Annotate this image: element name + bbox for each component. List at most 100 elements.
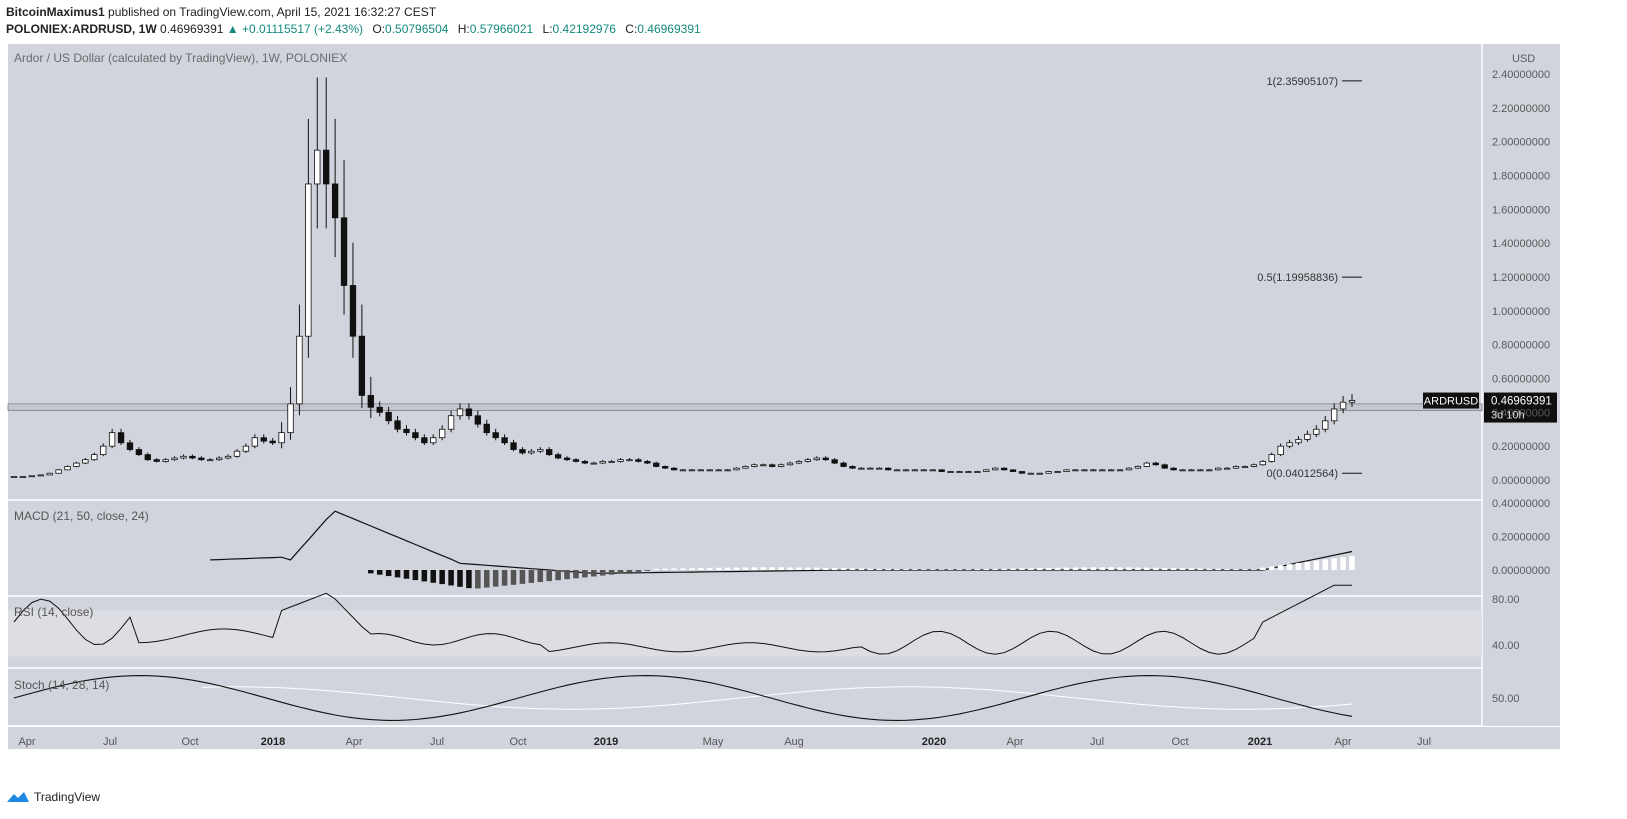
candle-body <box>974 471 981 473</box>
time-axis-label: Apr <box>18 736 35 748</box>
macd-histogram-bar <box>644 570 651 571</box>
candle-body <box>1206 469 1213 472</box>
macd-histogram-bar <box>457 570 463 587</box>
macd-histogram-bar <box>1161 567 1168 570</box>
candle-body <box>189 455 196 459</box>
candle-body <box>528 450 535 454</box>
candle-body <box>1081 469 1088 472</box>
low-value: 0.42192976 <box>552 22 616 36</box>
candle-body <box>599 460 606 464</box>
high-value: 0.57966021 <box>469 22 534 36</box>
low-label: L: <box>542 22 553 36</box>
last-price-tag <box>1484 392 1557 423</box>
candle-body <box>46 472 53 476</box>
candle-body <box>1259 460 1266 466</box>
price-tick-label: 0.40000000 <box>1492 407 1550 419</box>
time-axis-label: Oct <box>1171 736 1188 748</box>
macd-histogram-bar <box>1242 569 1248 570</box>
candle-body <box>447 415 455 430</box>
candle-body <box>153 459 160 462</box>
candle-body <box>1116 469 1124 472</box>
price-tick-label: 2.40000000 <box>1492 69 1550 81</box>
candle-body <box>207 459 214 462</box>
candle-body <box>430 437 437 444</box>
candle-body <box>697 469 705 472</box>
macd-histogram-bar <box>1028 568 1034 570</box>
candle-body <box>581 460 589 464</box>
candle-body <box>1179 469 1186 472</box>
time-axis-label: Jul <box>1090 736 1104 748</box>
candle-body <box>1348 400 1356 403</box>
macd-histogram-bar <box>1286 564 1293 570</box>
macd-histogram-bar <box>1295 562 1302 570</box>
author-name[interactable]: BitcoinMaximus1 <box>6 5 105 19</box>
footer-brand[interactable]: TradingView <box>6 790 100 804</box>
change-arrow-icon: ▲ <box>226 22 239 36</box>
macd-histogram-bar <box>1081 567 1088 570</box>
candle-body <box>233 450 241 457</box>
candle-body <box>314 149 321 185</box>
macd-tick-label: 0.20000000 <box>1492 531 1550 543</box>
stoch-d-line <box>201 686 1353 710</box>
candle-body <box>554 454 562 459</box>
macd-histogram-bar <box>555 570 561 581</box>
candle-body <box>831 459 838 464</box>
change-value: +0.01115517 (+2.43%) <box>242 22 363 36</box>
candle-body <box>19 476 27 479</box>
candle-body <box>635 459 642 462</box>
last-price: 0.46969391 <box>160 22 224 36</box>
brand-name: TradingView <box>34 790 101 804</box>
macd-histogram-bar <box>1099 567 1106 570</box>
macd-histogram-bar <box>1322 559 1329 570</box>
candle-body <box>751 464 758 467</box>
candle-body <box>1000 467 1008 471</box>
candle-body <box>251 437 259 447</box>
macd-histogram-bar <box>394 570 401 578</box>
time-axis-label: Jul <box>103 736 117 748</box>
candle-body <box>1322 420 1329 430</box>
last-price-tag-text: 0.46969391 <box>1491 396 1552 408</box>
candle-body <box>1161 464 1168 469</box>
macd-histogram-bar <box>1215 568 1221 570</box>
candle-body <box>358 335 366 396</box>
macd-histogram-bar <box>1313 560 1320 570</box>
macd-histogram-bar <box>385 570 392 577</box>
macd-histogram-bar <box>956 569 963 570</box>
macd-histogram-bar <box>822 567 829 570</box>
candle-body <box>1107 469 1115 472</box>
candle-body <box>91 454 98 461</box>
tradingview-logo-icon <box>7 792 29 802</box>
macd-tick-label: 0.40000000 <box>1492 498 1550 510</box>
candle-body <box>37 474 44 477</box>
price-tick-label: 1.60000000 <box>1492 204 1550 216</box>
macd-histogram-bar <box>546 570 552 582</box>
candle-body <box>296 335 303 405</box>
candle-body <box>840 462 847 467</box>
macd-histogram-bar <box>1126 567 1132 570</box>
candle-body <box>1054 471 1061 473</box>
macd-histogram-bar <box>573 570 579 579</box>
candle-body <box>911 469 919 472</box>
macd-histogram-bar <box>751 567 758 570</box>
candle-body <box>510 442 517 450</box>
rsi-band <box>8 610 1482 657</box>
publish-info: BitcoinMaximus1 published on TradingView… <box>6 5 436 19</box>
macd-histogram-bar <box>537 570 544 583</box>
macd-histogram-bar <box>1170 567 1177 570</box>
price-tick-label: 0.20000000 <box>1492 441 1550 453</box>
price-tick-label: 1.20000000 <box>1492 272 1550 284</box>
macd-histogram-bar <box>965 569 972 570</box>
candle-body <box>706 469 713 472</box>
macd-histogram-bar <box>1063 567 1070 570</box>
macd-histogram-bar <box>733 567 740 570</box>
candle-body <box>260 437 267 442</box>
candle-body <box>55 469 62 474</box>
macd-histogram-bar <box>1037 568 1043 570</box>
fib-level-label: 1(2.35905107) <box>1266 76 1338 88</box>
candle-body <box>438 428 446 439</box>
macd-histogram-bar <box>912 569 918 570</box>
candle-body <box>1090 469 1097 472</box>
macd-histogram-bar <box>1188 568 1195 570</box>
candle-body <box>884 467 892 471</box>
